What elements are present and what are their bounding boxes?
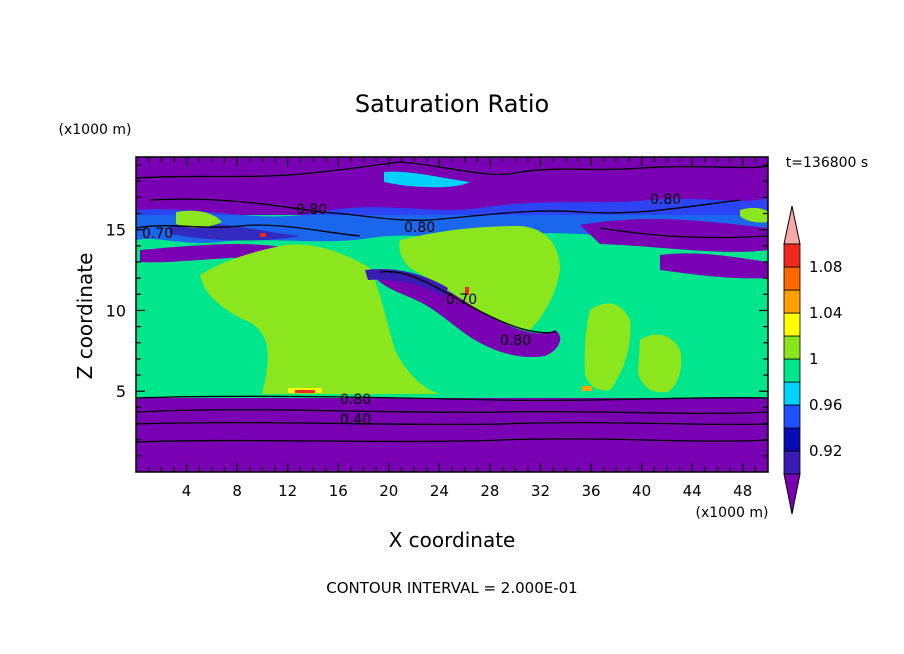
colorbar-segment (783, 427, 801, 452)
contour-label: 0.80 (650, 192, 681, 208)
x-tick-label: 44 (683, 482, 702, 500)
red-patch-3 (465, 287, 469, 295)
contour-label: 0.40 (340, 412, 371, 428)
contour-line (135, 438, 769, 443)
colorbar-tick-label: 1 (809, 350, 819, 368)
y-axis-label: Z coordinate (73, 253, 97, 380)
red-patch-1 (295, 390, 315, 393)
contour-label: 0.80 (404, 220, 435, 236)
upper-purple-streak-3 (660, 253, 768, 279)
contour-lines (135, 161, 769, 443)
colorbar-tick-label: 0.96 (809, 396, 842, 414)
green-region-top-right (740, 207, 768, 223)
contour-line (135, 224, 361, 237)
contour-label: 0.80 (340, 392, 371, 408)
colorbar-tick-label: 0.92 (809, 442, 842, 460)
colorbar-max-arrow (783, 205, 801, 245)
x-tick-label: 16 (329, 482, 348, 500)
x-tick-label: 4 (182, 482, 192, 500)
green-region-top (176, 210, 222, 228)
x-axis-unit: (x1000 m) (696, 505, 769, 521)
x-tick-label: 48 (733, 482, 752, 500)
time-label: t=136800 s (786, 155, 868, 171)
y-axis-unit: (x1000 m) (59, 122, 132, 138)
contour-line (599, 227, 769, 239)
colorbar-tick-label: 1.04 (809, 304, 842, 322)
green-region-center (399, 226, 560, 330)
x-tick-label: 20 (379, 482, 398, 500)
green-region-left (200, 244, 440, 394)
contour-line (135, 409, 769, 415)
x-axis-label: X coordinate (389, 528, 516, 552)
colorbar-segment (783, 312, 801, 337)
colorbar-segment (783, 450, 801, 475)
heatmap-field: 0.80 0.80 0.80 0.40 0.70 0.80 0.70 0.80 (135, 156, 769, 473)
contour-line (135, 161, 769, 179)
red-patch-2 (260, 233, 266, 237)
x-tick-label: 12 (278, 482, 297, 500)
contour-label: 0.70 (446, 292, 477, 308)
contour-label: 0.70 (142, 226, 173, 242)
colorbar-tick-label: 1.08 (809, 258, 842, 276)
colorbar-segment (783, 358, 801, 383)
contour-line (135, 421, 769, 426)
y-tick-label: 15 (106, 221, 126, 240)
green-region-right-2 (638, 334, 682, 393)
green-region-right-1 (584, 303, 631, 391)
colorbar-min-arrow (783, 473, 801, 515)
y-tick-label: 10 (106, 301, 126, 320)
orange-patch-1 (582, 386, 592, 391)
upper-cyan-patch (384, 171, 470, 188)
contour-line (379, 270, 557, 334)
contour-line (135, 395, 769, 402)
contour-labels: 0.80 0.80 0.80 0.40 0.70 0.80 0.70 0.80 (142, 192, 681, 428)
colorbar-segment (783, 335, 801, 360)
x-axis-ticks: 4 8 12 16 20 24 28 32 36 40 44 48 (148, 157, 756, 500)
x-tick-label: 32 (531, 482, 550, 500)
x-tick-label: 24 (430, 482, 449, 500)
x-tick-label: 36 (581, 482, 600, 500)
y-axis-ticks: 5 10 15 (106, 164, 768, 457)
colorbar-segment (783, 404, 801, 429)
contour-interval-note: CONTOUR INTERVAL = 2.000E-01 (326, 579, 577, 597)
chart-title: Saturation Ratio (355, 90, 549, 118)
colorbar-segment (783, 289, 801, 314)
colorbar: 1.08 1.04 1 0.96 0.92 (783, 205, 842, 515)
contour-label: 0.80 (500, 333, 531, 349)
x-tick-label: 28 (480, 482, 499, 500)
colorbar-segment (783, 243, 801, 268)
colorbar-segment (783, 381, 801, 406)
x-tick-label: 8 (232, 482, 242, 500)
contour-label: 0.80 (296, 202, 327, 218)
y-tick-label: 5 (116, 382, 126, 401)
dry-intrusion (372, 271, 561, 358)
upper-blue-patch (170, 223, 300, 241)
upper-purple-streak-2 (580, 218, 768, 252)
dry-intrusion-edge (365, 268, 448, 296)
colorbar-segment (783, 266, 801, 291)
contour-line (149, 198, 741, 221)
x-tick-label: 40 (632, 482, 651, 500)
